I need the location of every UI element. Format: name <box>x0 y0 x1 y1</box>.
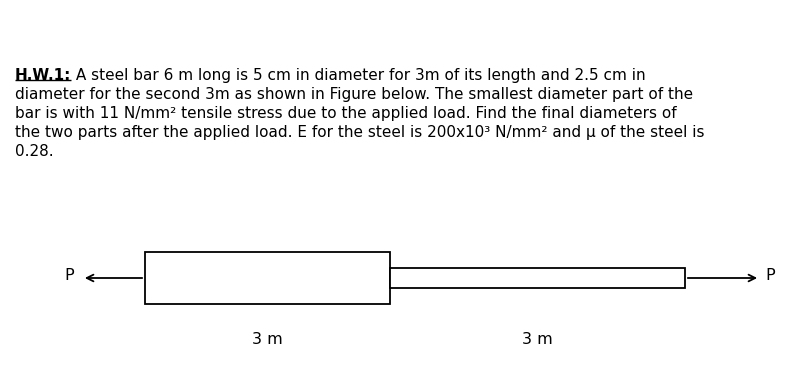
Text: A steel bar 6 m long is 5 cm in diameter for 3m of its length and 2.5 cm in: A steel bar 6 m long is 5 cm in diameter… <box>72 68 646 83</box>
Text: diameter for the second 3m as shown in Figure below. The smallest diameter part : diameter for the second 3m as shown in F… <box>15 87 693 102</box>
Text: P: P <box>64 269 74 283</box>
Text: bar is with 11 N/mm² tensile stress due to the applied load. Find the final diam: bar is with 11 N/mm² tensile stress due … <box>15 106 677 121</box>
Text: 0.28.: 0.28. <box>15 144 53 159</box>
Text: 3 m: 3 m <box>252 332 283 347</box>
Text: H.W.1:: H.W.1: <box>15 68 72 83</box>
Bar <box>145 252 390 304</box>
Text: P: P <box>765 269 775 283</box>
Text: 3 m: 3 m <box>522 332 553 347</box>
Bar <box>390 268 685 288</box>
Text: the two parts after the applied load. E for the steel is 200x10³ N/mm² and μ of : the two parts after the applied load. E … <box>15 125 704 140</box>
